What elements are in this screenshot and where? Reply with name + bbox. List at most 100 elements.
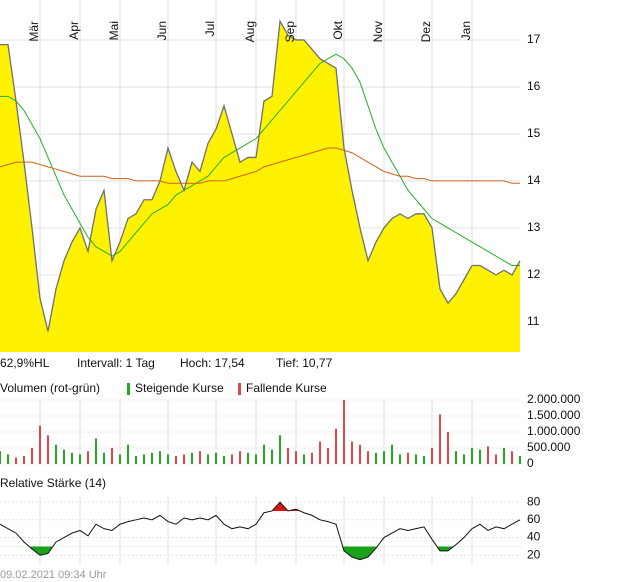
stat-label: Tief: 10,77 <box>276 356 333 370</box>
volume-bar <box>319 441 321 464</box>
legend-swatch <box>238 383 241 395</box>
volume-bar <box>15 457 17 464</box>
volume-bar <box>351 441 353 464</box>
volume-bar <box>191 452 193 464</box>
volume-bar <box>495 454 497 464</box>
volume-bar <box>423 456 425 464</box>
volume-bar <box>135 456 137 464</box>
volume-bar <box>455 451 457 464</box>
volume-bar <box>231 454 233 464</box>
volume-bar <box>71 452 73 464</box>
month-label: Jan <box>459 21 473 40</box>
volume-bar <box>375 452 377 464</box>
volume-bar <box>463 454 465 464</box>
volume-bar <box>159 451 161 464</box>
volume-bar <box>335 428 337 464</box>
y-tick-label: 1.000.000 <box>527 424 581 438</box>
moving-average <box>0 147 520 184</box>
volume-bar <box>167 454 169 464</box>
month-label: Jun <box>155 21 169 40</box>
stat-label: Hoch: 17,54 <box>180 356 245 370</box>
volume-bar <box>0 451 1 464</box>
volume-bar <box>519 456 521 464</box>
volume-bar <box>183 454 185 464</box>
volume-bar <box>23 456 25 464</box>
y-tick-label: 80 <box>527 494 541 508</box>
volume-bar <box>391 444 393 464</box>
volume-bar <box>359 444 361 464</box>
volume-bar <box>87 451 89 464</box>
y-tick-label: 17 <box>527 32 541 46</box>
y-tick-label: 14 <box>527 173 541 187</box>
volume-bar <box>367 451 369 464</box>
volume-bar <box>31 448 33 464</box>
month-label: Mär <box>27 21 41 42</box>
volume-bar <box>399 454 401 464</box>
volume-bar <box>471 448 473 464</box>
legend-label: Steigende Kurse <box>135 381 224 395</box>
volume-bar <box>143 454 145 464</box>
month-label: Aug <box>243 21 257 42</box>
volume-bar <box>287 448 289 464</box>
price-line <box>0 19 521 332</box>
volume-bar <box>303 454 305 464</box>
volume-bar <box>55 444 57 464</box>
month-label: Dez <box>419 21 433 42</box>
volume-bar <box>407 452 409 464</box>
timestamp: 09.02.2021 09:34 Uhr <box>0 569 107 581</box>
month-label: Okt <box>331 20 345 39</box>
volume-bar <box>127 444 129 464</box>
month-label: Sep <box>283 21 297 43</box>
panel-title: Volumen (rot-grün) <box>0 381 100 395</box>
y-tick-label: 40 <box>527 530 541 544</box>
volume-bar <box>431 448 433 464</box>
volume-bar <box>255 454 257 464</box>
volume-bar <box>215 452 217 464</box>
volume-bar <box>239 451 241 464</box>
volume-bar <box>111 448 113 464</box>
y-tick-label: 60 <box>527 512 541 526</box>
rsi-line <box>0 501 521 561</box>
volume-bar <box>103 452 105 464</box>
y-tick-label: 500.000 <box>527 440 571 454</box>
price-area <box>0 21 520 353</box>
month-label: Jul <box>203 21 217 36</box>
volume-bar <box>79 454 81 464</box>
volume-bar <box>343 400 345 464</box>
volume-bar <box>263 444 265 464</box>
panel-title: Relative Stärke (14) <box>0 476 106 490</box>
volume-bar <box>327 448 329 464</box>
volume-bar <box>271 449 273 464</box>
volume-bar <box>295 451 297 464</box>
volume-bar <box>7 454 9 464</box>
month-label: Mai <box>107 21 121 40</box>
stat-label: 62,9%HL <box>0 356 50 370</box>
volume-bar <box>511 451 513 464</box>
y-tick-label: 1.500.000 <box>527 408 581 422</box>
oversold-fill <box>28 546 454 560</box>
volume-bar <box>223 456 225 464</box>
month-label: Nov <box>371 21 385 42</box>
y-tick-label: 20 <box>527 547 541 561</box>
volume-bar <box>247 452 249 464</box>
y-tick-label: 12 <box>527 267 541 281</box>
volume-bar <box>175 456 177 464</box>
y-tick-label: 15 <box>527 126 541 140</box>
volume-bar <box>63 449 65 464</box>
volume-bar <box>447 432 449 464</box>
volume-bar <box>311 452 313 464</box>
y-tick-label: 11 <box>527 314 540 328</box>
y-tick-label: 2.000.000 <box>527 392 581 406</box>
volume-bar <box>279 435 281 464</box>
volume-bar <box>199 451 201 464</box>
volume-bar <box>95 438 97 464</box>
legend-swatch <box>127 383 130 395</box>
volume-bar <box>439 414 441 464</box>
volume-bar <box>383 451 385 464</box>
volume-bar <box>39 425 41 464</box>
volume-bar <box>47 435 49 464</box>
volume-bar <box>487 446 489 464</box>
volume-bar <box>207 454 209 464</box>
stat-label: Intervall: 1 Tag <box>77 356 155 370</box>
